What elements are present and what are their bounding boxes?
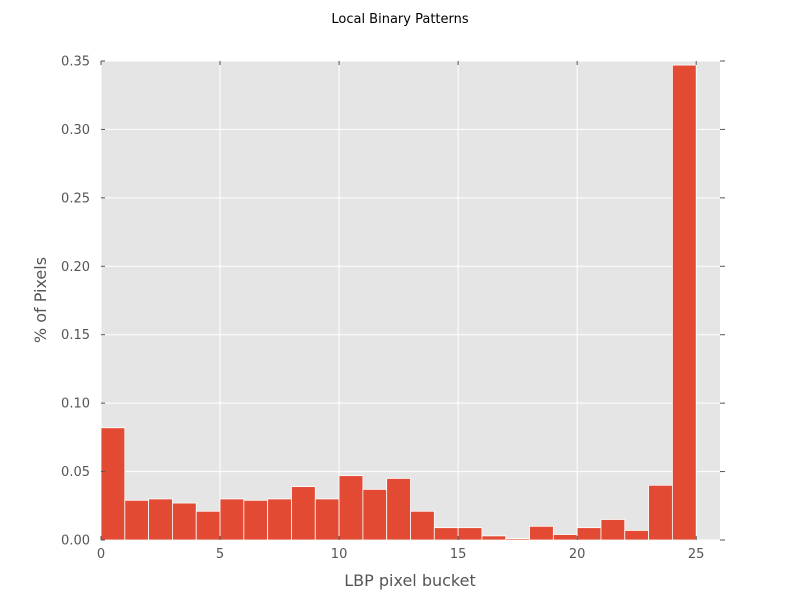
tick-labels-layer: 0 5 10 15 20 25 0.00 0.05 0.10 0.15 0.20 0.25 0.30 0.… <box>61 55 704 563</box>
x-axis-label: LBP pixel bucket <box>344 571 475 590</box>
plot-background <box>101 61 720 540</box>
y-tick-label: 0.35 <box>61 55 90 70</box>
histogram-bar <box>624 530 649 541</box>
y-tick-label: 0.20 <box>61 260 90 275</box>
histogram-bar <box>314 498 340 541</box>
histogram-bar <box>100 427 126 541</box>
histogram-bar <box>576 527 602 541</box>
y-tick-label: 0.10 <box>61 397 90 412</box>
x-tick-label: 0 <box>97 547 105 562</box>
chart-title: Local Binary Patterns <box>331 12 469 27</box>
histogram-bar <box>410 510 435 541</box>
x-tick-label: 10 <box>331 547 348 562</box>
histogram-bar <box>243 499 269 541</box>
y-tick-label: 0.05 <box>61 465 90 480</box>
histogram-bar <box>219 498 245 541</box>
histogram-bar <box>671 64 697 541</box>
x-tick-label: 15 <box>450 547 467 562</box>
histogram-bar <box>648 484 673 541</box>
histogram-bar <box>505 538 530 541</box>
y-axis-label: % of Pixels <box>31 257 50 343</box>
histogram-bar <box>600 519 626 541</box>
x-tick-label: 5 <box>216 547 224 562</box>
y-tick-label: 0.30 <box>61 123 90 138</box>
histogram-bar <box>124 499 150 541</box>
histogram-bar <box>552 534 578 541</box>
histogram-bar <box>529 525 554 541</box>
histogram-bar <box>362 488 388 541</box>
histogram-bar <box>457 527 483 541</box>
histogram-bar <box>433 527 459 541</box>
y-tick-label: 0.15 <box>61 328 90 343</box>
x-tick-label: 20 <box>569 547 586 562</box>
histogram-bar <box>291 486 316 541</box>
ticks-layer <box>100 60 725 541</box>
y-tick-label: 0.00 <box>61 534 90 549</box>
histogram-bar <box>172 502 197 541</box>
histogram-bar <box>195 510 221 541</box>
x-tick-label: 25 <box>688 547 705 562</box>
y-tick-label: 0.25 <box>61 191 90 206</box>
histogram-bar <box>267 498 292 541</box>
histogram-bar <box>338 475 364 541</box>
bars-layer <box>100 64 697 541</box>
histogram-bar <box>386 478 411 541</box>
histogram-bar <box>481 535 507 541</box>
histogram-bar <box>148 498 173 541</box>
